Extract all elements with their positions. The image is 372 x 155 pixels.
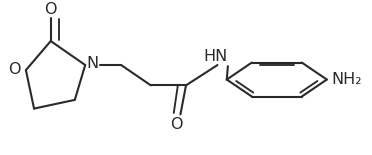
Text: NH₂: NH₂ (331, 72, 362, 87)
Text: O: O (45, 2, 57, 17)
Text: O: O (170, 117, 183, 132)
Text: HN: HN (203, 49, 228, 64)
Text: N: N (87, 56, 99, 71)
Text: O: O (9, 62, 21, 77)
